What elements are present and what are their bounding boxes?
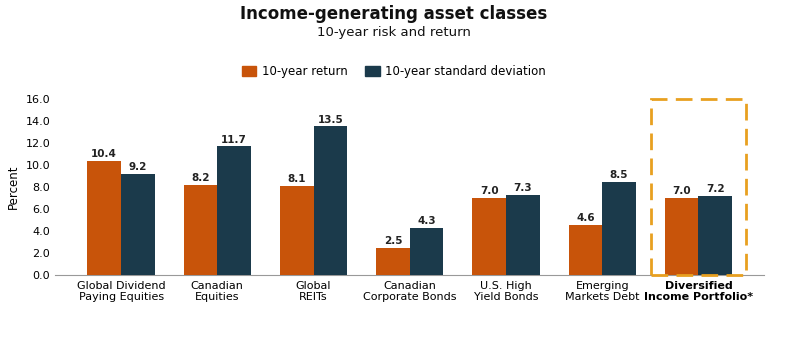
Bar — [184, 185, 217, 275]
Y-axis label: Percent: Percent — [7, 165, 20, 209]
Text: 11.7: 11.7 — [221, 134, 247, 145]
Bar — [121, 174, 154, 275]
Bar — [376, 248, 410, 275]
Bar — [280, 186, 314, 275]
Text: Income-generating asset classes: Income-generating asset classes — [240, 5, 548, 23]
Text: 8.2: 8.2 — [191, 173, 210, 183]
Legend: 10-year return, 10-year standard deviation: 10-year return, 10-year standard deviati… — [237, 61, 551, 83]
Text: 2.5: 2.5 — [384, 236, 402, 246]
Bar — [410, 228, 444, 275]
Bar — [87, 161, 121, 275]
Bar — [665, 198, 698, 275]
Bar — [472, 198, 506, 275]
Bar — [314, 126, 348, 275]
Text: 4.6: 4.6 — [576, 213, 595, 223]
Text: 7.2: 7.2 — [706, 184, 725, 194]
Bar — [602, 181, 636, 275]
Text: 8.1: 8.1 — [288, 174, 306, 184]
Text: 10-year risk and return: 10-year risk and return — [317, 26, 471, 40]
Bar — [698, 196, 732, 275]
Text: 8.5: 8.5 — [610, 170, 628, 180]
Text: 7.3: 7.3 — [514, 183, 532, 193]
Text: 13.5: 13.5 — [318, 115, 344, 125]
Text: 7.0: 7.0 — [672, 186, 691, 197]
Text: 7.0: 7.0 — [480, 186, 499, 197]
Text: 10.4: 10.4 — [91, 149, 117, 159]
Text: 4.3: 4.3 — [418, 216, 436, 226]
Text: 9.2: 9.2 — [128, 162, 147, 172]
Bar — [568, 225, 602, 275]
Bar — [217, 146, 251, 275]
Bar — [506, 195, 540, 275]
